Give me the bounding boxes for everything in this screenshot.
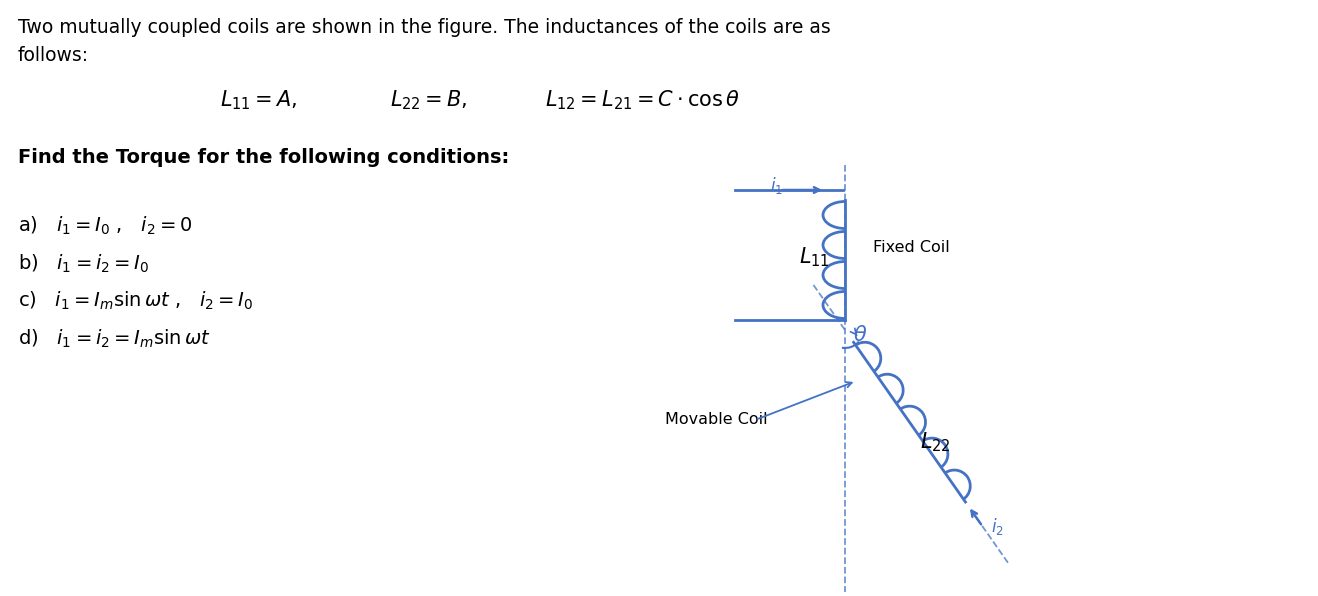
- Text: a)   $i_1 = I_0$ ,   $i_2 = 0$: a) $i_1 = I_0$ , $i_2 = 0$: [18, 215, 192, 237]
- Text: d)   $i_1 = i_2 = I_m \sin\omega t$: d) $i_1 = i_2 = I_m \sin\omega t$: [18, 328, 211, 350]
- Text: $L_{11} = A,$: $L_{11} = A,$: [220, 88, 298, 111]
- Text: Fixed Coil: Fixed Coil: [873, 241, 950, 256]
- Text: $L_{12} = L_{21} = C \cdot \cos\theta$: $L_{12} = L_{21} = C \cdot \cos\theta$: [546, 88, 741, 111]
- Text: follows:: follows:: [18, 46, 90, 65]
- Text: $i_1$: $i_1$: [770, 175, 783, 196]
- Text: Find the Torque for the following conditions:: Find the Torque for the following condit…: [18, 148, 509, 167]
- Text: Two mutually coupled coils are shown in the figure. The inductances of the coils: Two mutually coupled coils are shown in …: [18, 18, 830, 37]
- Text: $L_{22} = B,$: $L_{22} = B,$: [390, 88, 468, 111]
- Text: b)   $i_1 = i_2 = I_0$: b) $i_1 = i_2 = I_0$: [18, 253, 149, 275]
- Text: c)   $i_1 = I_m \sin\omega t$ ,   $i_2 = I_0$: c) $i_1 = I_m \sin\omega t$ , $i_2 = I_0…: [18, 290, 253, 312]
- Text: $L_{11}$: $L_{11}$: [799, 245, 830, 269]
- Text: $\theta$: $\theta$: [853, 325, 867, 345]
- Text: $L_{22}$: $L_{22}$: [920, 430, 950, 454]
- Text: $i_2$: $i_2$: [991, 516, 1003, 537]
- Text: Movable Coil: Movable Coil: [666, 412, 767, 427]
